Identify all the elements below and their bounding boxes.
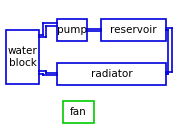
FancyBboxPatch shape <box>57 63 166 85</box>
Text: fan: fan <box>70 107 87 117</box>
FancyBboxPatch shape <box>101 19 166 41</box>
FancyBboxPatch shape <box>6 30 39 84</box>
Text: radiator: radiator <box>91 69 133 79</box>
Text: reservoir: reservoir <box>110 25 157 35</box>
Text: water
block: water block <box>8 46 37 68</box>
FancyBboxPatch shape <box>57 19 87 41</box>
FancyBboxPatch shape <box>63 101 94 123</box>
Text: pump: pump <box>57 25 87 35</box>
